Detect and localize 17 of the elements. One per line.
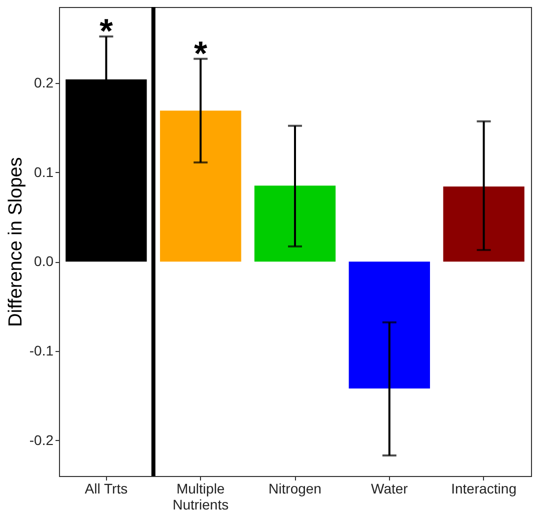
y-axis-title: Difference in Slopes: [5, 157, 26, 327]
y-tick-label: 0.1: [34, 164, 54, 180]
y-tick-label: 0.0: [34, 253, 54, 270]
bar: [348, 262, 430, 388]
y-tick-label: -0.1: [29, 342, 54, 358]
x-tick-label: Water: [370, 480, 408, 496]
x-tick-label: All Trts: [84, 480, 128, 496]
x-tick-label: Interacting: [451, 480, 516, 496]
bar: [443, 186, 524, 262]
bar: [254, 186, 336, 262]
y-tick-label: 0.2: [34, 74, 54, 90]
annotation: *: [100, 12, 114, 50]
annotation: *: [194, 34, 208, 73]
bar: [160, 110, 242, 262]
x-tick-label: Nitrogen: [268, 480, 322, 496]
x-tick-label: Multiple Nutrients: [172, 480, 229, 512]
y-tick-label: -0.2: [29, 432, 54, 448]
